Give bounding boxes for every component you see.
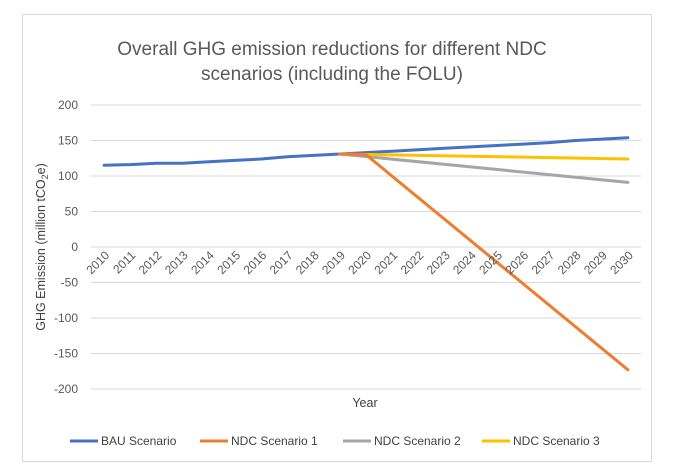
series-lines [102, 136, 630, 372]
x-tick-label: 2029 [581, 248, 610, 277]
x-tick-label: 2022 [398, 248, 427, 277]
x-tick-label: 2017 [267, 248, 296, 277]
series-line [102, 136, 630, 167]
x-tick-label: 2018 [293, 248, 322, 277]
y-tick-label: 50 [65, 205, 79, 219]
x-tick-label: 2010 [83, 248, 112, 277]
series-line [338, 152, 630, 161]
y-tick-label: -150 [54, 347, 78, 361]
gridlines [91, 104, 641, 390]
x-tick-label: 2011 [110, 248, 138, 276]
y-axis-label-end: e) [34, 163, 48, 174]
chart-title-line-1: Overall GHG emission reductions for diff… [117, 39, 546, 60]
y-tick-label: -50 [61, 276, 79, 290]
y-tick-label: 0 [71, 240, 78, 254]
y-axis-label-main: GHG Emission (million tCO [34, 179, 48, 331]
legend-label: NDC Scenario 1 [231, 434, 318, 448]
legend: BAU Scenario NDC Scenario 1 NDC Scenario 2… [70, 434, 600, 448]
y-tick-label: 100 [58, 169, 78, 183]
chart-title-line-2: scenarios (including the FOLU) [201, 64, 463, 85]
x-axis-ticks: 2010201120122013201420152016201720182019… [83, 248, 636, 277]
legend-label: BAU Scenario [101, 434, 177, 448]
y-tick-label: 150 [58, 134, 78, 148]
x-tick-label: 2021 [372, 248, 401, 277]
legend-label: NDC Scenario 3 [513, 434, 600, 448]
x-tick-label: 2030 [607, 248, 636, 277]
x-tick-label: 2023 [424, 248, 453, 277]
y-axis-label-subscript: 2 [40, 174, 50, 179]
x-tick-label: 2024 [450, 248, 479, 277]
y-axis-label: GHG Emission (million tCO2e) [34, 163, 50, 331]
y-tick-label: -100 [54, 311, 78, 325]
x-axis-label: Year [352, 396, 377, 410]
y-axis-ticks: 200 150 100 50 0 -50 -100 -150 -200 [54, 98, 78, 396]
x-tick-label: 2014 [188, 248, 217, 277]
x-tick-label: 2028 [555, 248, 584, 277]
x-tick-label: 2019 [319, 248, 348, 277]
x-tick-label: 2025 [476, 248, 505, 277]
x-tick-label: 2027 [529, 248, 558, 277]
x-tick-label: 2015 [214, 248, 243, 277]
series-line [338, 152, 630, 372]
series-line [338, 152, 630, 184]
x-tick-label: 2013 [162, 248, 191, 277]
x-tick-label: 2026 [502, 248, 531, 277]
legend-label: NDC Scenario 2 [374, 434, 461, 448]
chart-area [22, 14, 652, 462]
x-tick-label: 2020 [345, 248, 374, 277]
y-tick-label: -200 [54, 382, 78, 396]
x-tick-label: 2016 [241, 248, 270, 277]
y-tick-label: 200 [58, 98, 78, 112]
x-tick-label: 2012 [136, 248, 165, 277]
